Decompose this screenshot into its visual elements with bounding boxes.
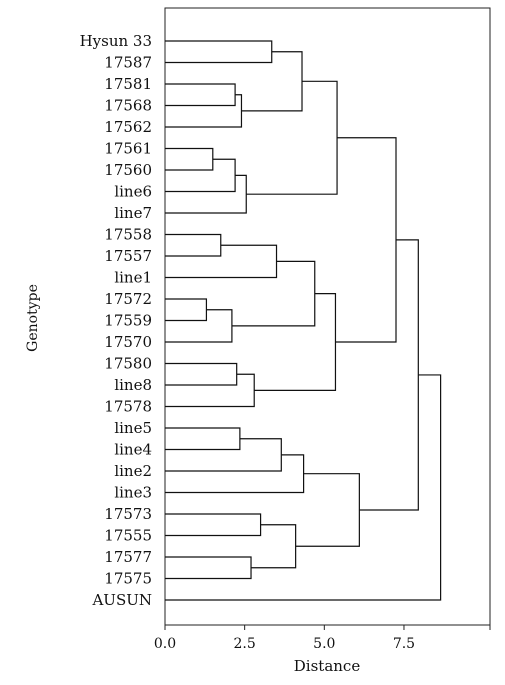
leaf-labels: Hysun 33 17587 17581 17568 17562 17561 17560 li… bbox=[80, 32, 152, 609]
dendrogram-link bbox=[165, 454, 305, 494]
leaf-label: 17570 bbox=[104, 333, 152, 351]
dendrogram-link bbox=[359, 239, 419, 511]
leaf-label: AUSUN bbox=[91, 591, 152, 609]
dendrogram-branches bbox=[165, 40, 442, 601]
leaf-label: 17560 bbox=[104, 161, 152, 179]
dendrogram-link bbox=[165, 94, 243, 128]
x-axis: 0.0 2.5 5.0 7.5 bbox=[154, 625, 491, 652]
y-axis-title: Genotype bbox=[25, 284, 41, 352]
leaf-label: 17558 bbox=[104, 226, 152, 244]
dendrogram-link bbox=[165, 174, 247, 214]
dendrogram-link bbox=[165, 298, 208, 322]
leaf-label: 17573 bbox=[104, 505, 152, 523]
leaf-label: 17557 bbox=[104, 247, 152, 265]
dendrogram-link bbox=[165, 147, 214, 171]
dendrogram-link bbox=[165, 438, 282, 472]
leaf-label: 17581 bbox=[104, 75, 152, 93]
dendrogram-link bbox=[165, 362, 238, 386]
leaf-label: 17561 bbox=[104, 140, 152, 158]
dendrogram-link bbox=[231, 260, 316, 327]
dendrogram-link bbox=[165, 556, 252, 580]
leaf-label: 17580 bbox=[104, 355, 152, 373]
leaf-label: line6 bbox=[114, 183, 152, 201]
leaf-label: Hysun 33 bbox=[80, 32, 152, 50]
x-axis-title: Distance bbox=[294, 657, 361, 675]
leaf-label: 17562 bbox=[104, 118, 152, 136]
leaf-label: line8 bbox=[114, 376, 152, 394]
leaf-label: line1 bbox=[114, 269, 152, 287]
dendrogram-link bbox=[165, 373, 255, 408]
x-tick-label: 2.5 bbox=[234, 636, 256, 652]
leaf-label: line5 bbox=[114, 419, 152, 437]
dendrogram-link bbox=[246, 80, 338, 195]
plot-frame bbox=[164, 7, 491, 626]
dendrogram-link bbox=[335, 137, 397, 343]
leaf-label: line2 bbox=[114, 462, 152, 480]
leaf-label: 17572 bbox=[104, 290, 152, 308]
dendrogram-link bbox=[165, 309, 233, 343]
leaf-label: 17559 bbox=[104, 312, 152, 330]
dendrogram-link bbox=[165, 374, 442, 601]
dendrogram-link bbox=[165, 40, 273, 64]
dendrogram-link bbox=[165, 513, 262, 537]
leaf-label: line3 bbox=[114, 484, 152, 502]
dendrogram-link bbox=[254, 293, 337, 391]
x-tick-label: 7.5 bbox=[393, 636, 415, 652]
x-tick-label: 0.0 bbox=[154, 636, 176, 652]
leaf-label: 17568 bbox=[104, 97, 152, 115]
x-tick-label: 5.0 bbox=[313, 636, 335, 652]
dendrogram-link bbox=[251, 524, 297, 569]
leaf-label: 17555 bbox=[104, 527, 152, 545]
dendrogram-link bbox=[165, 158, 236, 193]
dendrogram-link bbox=[165, 83, 236, 107]
leaf-label: line7 bbox=[114, 204, 152, 222]
dendrogram-link bbox=[295, 473, 360, 547]
dendrogram-link bbox=[165, 427, 241, 451]
dendrogram-link bbox=[165, 233, 222, 257]
leaf-label: 17587 bbox=[104, 54, 152, 72]
leaf-label: 17577 bbox=[104, 548, 152, 566]
leaf-label: 17575 bbox=[104, 570, 152, 588]
leaf-label: 17578 bbox=[104, 398, 152, 416]
leaf-label: line4 bbox=[114, 441, 152, 459]
